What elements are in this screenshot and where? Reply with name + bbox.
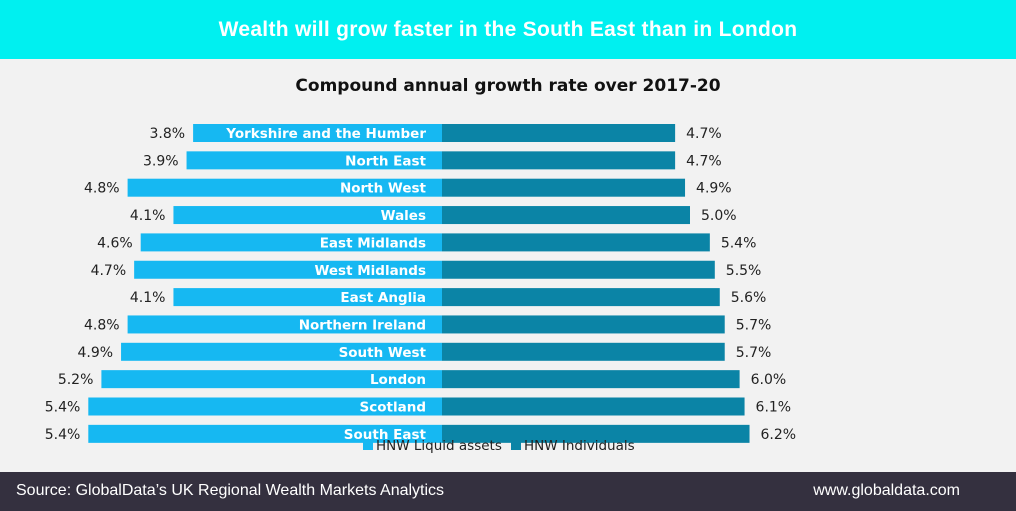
data-label-individuals: 5.7% [736,345,772,361]
category-label: East Midlands [320,235,426,251]
bar-hnw-liquid-assets [173,288,442,307]
data-label-liquid-assets: 4.8% [84,181,120,197]
data-label-liquid-assets: 5.4% [45,400,81,416]
data-label-liquid-assets: 4.8% [84,317,120,333]
bar-hnw-liquid-assets [88,424,443,443]
banner-title: Wealth will grow faster in the South Eas… [218,17,798,41]
bar-hnw-individuals [442,342,725,361]
bar-hnw-liquid-assets [134,260,442,279]
bar-hnw-liquid-assets [186,151,442,170]
category-label: West Midlands [314,263,426,279]
legend-swatch-liquid-assets [363,440,373,450]
bar-hnw-individuals [442,370,740,389]
category-label: London [370,372,426,388]
footer-source: Source: GlobalData’s UK Regional Wealth … [16,482,445,499]
bar-hnw-individuals [442,424,750,443]
bar-hnw-liquid-assets [140,233,442,252]
bar-hnw-individuals [442,315,725,334]
data-label-liquid-assets: 4.1% [130,290,166,306]
bar-hnw-individuals [442,206,690,225]
data-label-liquid-assets: 3.8% [150,126,186,142]
data-label-individuals: 6.2% [761,427,797,443]
bar-hnw-liquid-assets [101,370,443,389]
legend-swatch-individuals [511,440,521,450]
legend-label-liquid-assets: HNW Liquid assets [376,438,502,454]
bar-hnw-individuals [442,178,686,197]
bar-hnw-liquid-assets [127,315,442,334]
data-label-liquid-assets: 4.6% [97,235,133,251]
chart-title: Compound annual growth rate over 2017-20 [295,76,721,96]
data-label-individuals: 5.0% [701,208,737,224]
bar-hnw-liquid-assets [127,178,442,197]
category-label: East Anglia [340,290,426,306]
category-label: Scotland [360,400,426,416]
data-label-individuals: 6.1% [756,400,792,416]
bar-hnw-liquid-assets [88,397,443,416]
data-label-individuals: 6.0% [751,372,787,388]
footer-url[interactable]: www.globaldata.com [813,482,960,499]
data-label-liquid-assets: 4.9% [77,345,113,361]
data-label-individuals: 5.7% [736,317,772,333]
data-label-liquid-assets: 5.4% [45,427,81,443]
category-label: Wales [381,208,426,224]
category-label: Northern Ireland [299,317,426,333]
bar-hnw-liquid-assets [121,342,443,361]
category-label: South East [344,427,427,443]
category-label: North West [340,181,427,197]
bar-hnw-liquid-assets [193,124,442,142]
data-label-individuals: 4.7% [686,153,722,169]
bar-hnw-individuals [442,260,715,279]
bar-hnw-individuals [442,233,710,252]
data-label-liquid-assets: 3.9% [143,153,179,169]
bar-hnw-liquid-assets [173,206,442,225]
category-label: Yorkshire and the Humber [225,126,426,142]
data-label-individuals: 5.4% [721,235,757,251]
bar-hnw-individuals [442,397,745,416]
bar-hnw-individuals [442,124,676,142]
data-label-individuals: 5.6% [731,290,767,306]
header-banner: Wealth will grow faster in the South Eas… [0,0,1016,59]
data-label-individuals: 4.9% [696,181,732,197]
bar-hnw-individuals [442,288,720,307]
category-label: North East [345,153,426,169]
data-label-liquid-assets: 4.1% [130,208,166,224]
category-label: South West [339,345,427,361]
diverging-bar-chart: Yorkshire and the Humber 3.8% 4.7% North Ea… [45,124,797,454]
data-label-liquid-assets: 5.2% [58,372,94,388]
data-label-individuals: 5.5% [726,263,762,279]
data-label-liquid-assets: 4.7% [91,263,127,279]
legend-label-individuals: HNW Individuals [524,438,635,454]
bar-hnw-individuals [442,151,676,170]
footer: Source: GlobalData’s UK Regional Wealth … [0,472,1016,511]
data-label-individuals: 4.7% [686,126,722,142]
